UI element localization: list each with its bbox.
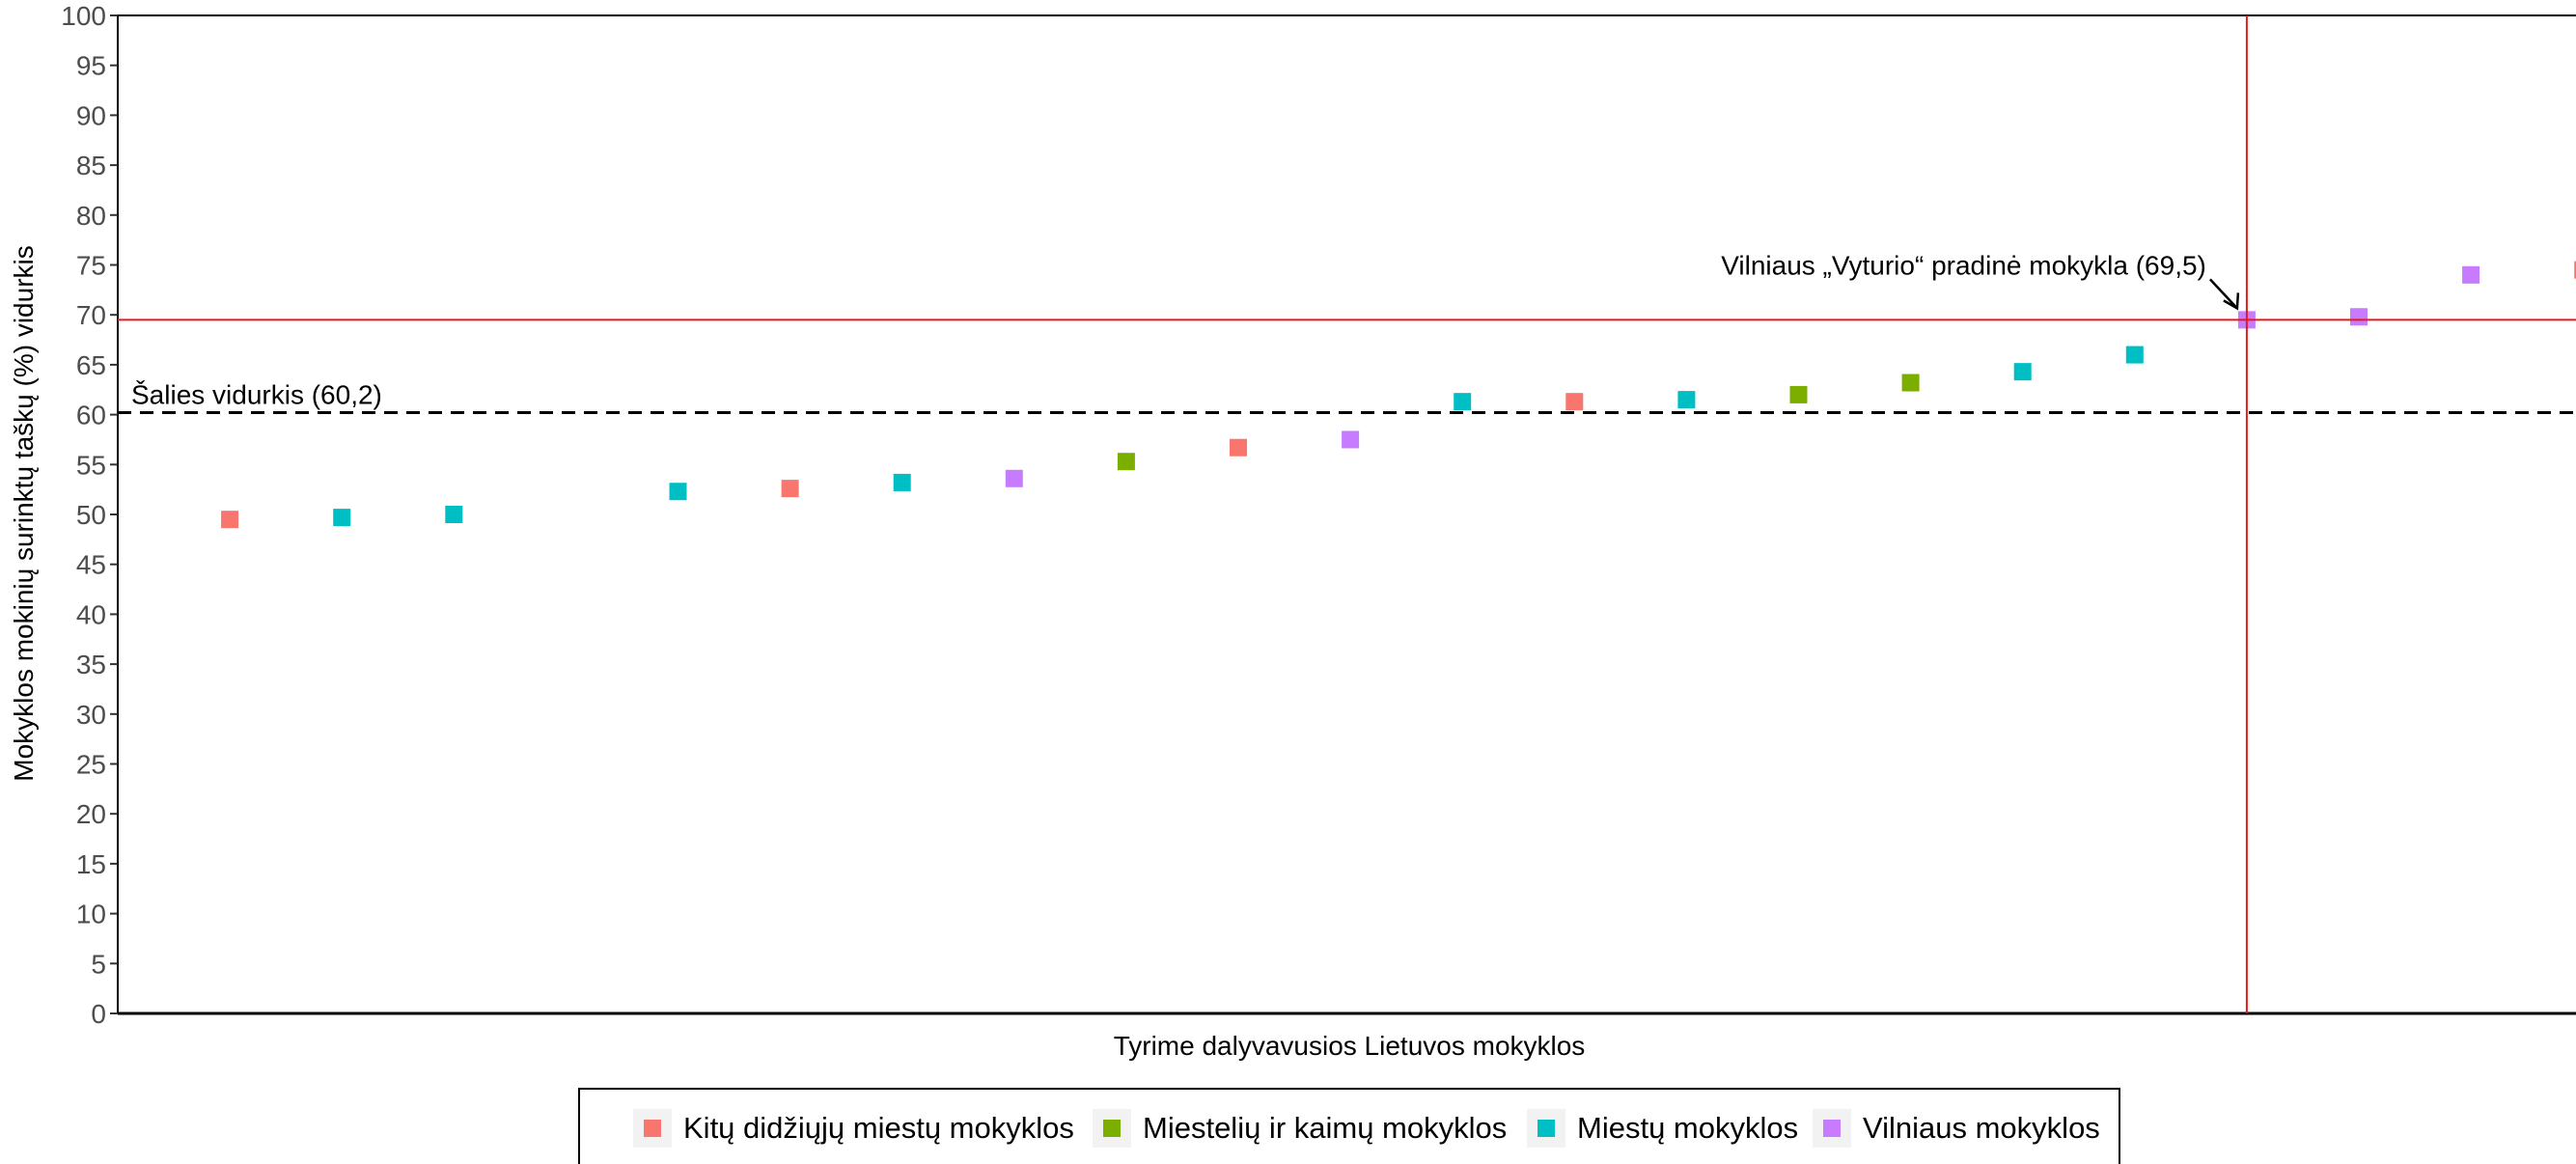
school-annotation-label: Vilniaus „Vyturio“ pradinė mokykla (69,5… <box>1721 250 2206 280</box>
plot-area <box>117 14 2576 1015</box>
annotation-arrow-line <box>2208 278 2238 310</box>
y-tick-label: 95 <box>76 51 106 81</box>
y-tick-label: 70 <box>76 300 106 330</box>
data-point <box>669 483 687 501</box>
y-axis: 0 5 10 15 20 25 30 35 40 45 50 55 60 65 70 75 80 85 90 95 10… <box>61 1 118 1029</box>
y-tick-label: 15 <box>76 849 106 879</box>
y-tick-label: 100 <box>61 1 106 31</box>
y-tick-label: 0 <box>91 999 106 1029</box>
data-point <box>1789 385 1808 403</box>
legend-label: Vilniaus mokyklos <box>1863 1111 2100 1145</box>
legend: Kitų didžiųjų miestų mokyklos Miestelių i… <box>578 1088 2120 1164</box>
legend-swatch <box>1103 1120 1121 1137</box>
y-tick-label: 50 <box>76 500 106 530</box>
y-tick-label: 85 <box>76 151 106 180</box>
data-point <box>1901 374 1920 392</box>
annotation-arrowhead <box>2223 292 2240 311</box>
data-point <box>893 473 911 491</box>
y-tick-label: 35 <box>76 650 106 679</box>
y-tick-label: 55 <box>76 450 106 480</box>
data-points <box>221 261 2576 529</box>
y-tick-label: 90 <box>76 100 106 130</box>
data-point <box>1117 453 1135 471</box>
y-tick-label: 20 <box>76 799 106 829</box>
y-axis-label: Mokyklos mokinių surinktų taškų (%) vidu… <box>9 245 39 782</box>
legend-label: Kitų didžiųjų miestų mokyklos <box>683 1111 1074 1145</box>
y-tick-label: 75 <box>76 251 106 281</box>
legend-label: Miestelių ir kaimų mokyklos <box>1143 1111 1507 1145</box>
data-point <box>445 506 463 523</box>
y-tick-label: 30 <box>76 700 106 730</box>
y-tick-label: 65 <box>76 350 106 380</box>
y-tick-label: 60 <box>76 401 106 430</box>
y-tick-label: 5 <box>91 949 106 979</box>
x-axis-label: Tyrime dalyvavusios Lietuvos mokyklos <box>1114 1031 1586 1061</box>
y-tick-label: 25 <box>76 750 106 780</box>
data-point <box>2574 261 2576 279</box>
data-point <box>1342 430 1360 449</box>
y-tick-label: 10 <box>76 900 106 929</box>
y-tick-label: 45 <box>76 550 106 580</box>
y-tick-label: 80 <box>76 201 106 231</box>
data-point <box>2125 346 2144 364</box>
y-tick-label: 40 <box>76 599 106 629</box>
data-point <box>1677 391 1696 409</box>
data-point <box>1005 469 1023 487</box>
data-point <box>2462 265 2480 284</box>
annotations: Šalies vidurkis (60,2) Vilniaus „Vyturio“… <box>118 15 2576 1013</box>
legend-swatch <box>644 1120 661 1137</box>
data-point <box>333 509 351 527</box>
data-point <box>1565 393 1584 411</box>
national-average-label: Šalies vidurkis (60,2) <box>131 380 382 410</box>
legend-box <box>578 1088 2120 1164</box>
data-point <box>2013 363 2032 381</box>
data-point <box>2350 308 2368 326</box>
legend-swatch <box>1823 1120 1841 1137</box>
data-point <box>1454 393 1472 411</box>
legend-label: Miestų mokyklos <box>1577 1111 1798 1145</box>
data-point <box>221 511 239 529</box>
legend-swatch <box>1537 1120 1555 1137</box>
data-point <box>1230 438 1247 457</box>
data-point <box>781 480 799 498</box>
